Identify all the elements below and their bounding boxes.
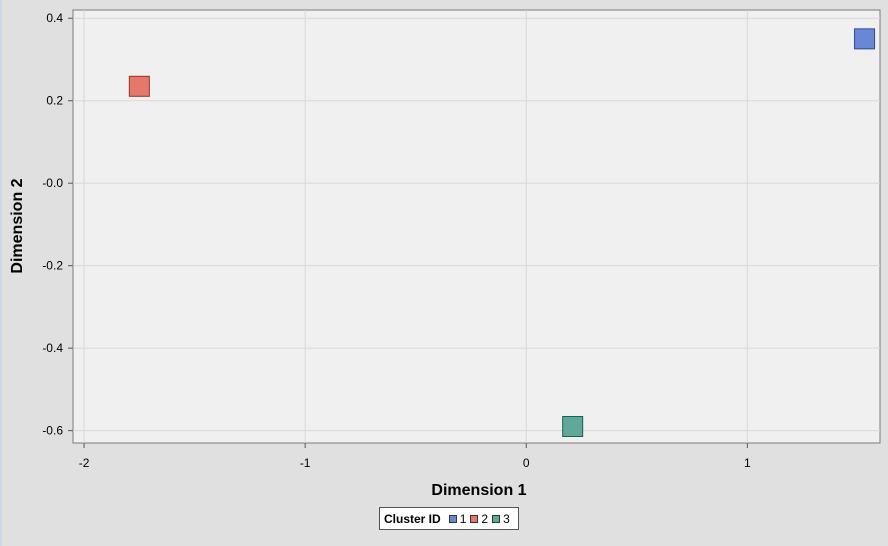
x-tick-label: -1 <box>300 456 311 470</box>
legend-entry-3: 3 <box>492 512 510 526</box>
x-tick-label: 1 <box>744 456 751 470</box>
y-tick-label: -0.4 <box>42 341 63 355</box>
legend-label: 3 <box>503 511 510 526</box>
x-tick-label: -2 <box>79 456 90 470</box>
plot-area <box>72 9 881 444</box>
y-tick-label: -0.2 <box>42 259 63 273</box>
legend-label: 1 <box>459 511 467 526</box>
legend-entry-1: 1 <box>448 511 467 526</box>
y-tick-label: -0.0 <box>42 176 63 190</box>
legend-label: 2 <box>481 511 489 526</box>
legend-swatch <box>492 514 501 523</box>
y-axis-title: Dimension 2 <box>9 178 26 273</box>
data-point-cluster-3 <box>562 416 584 438</box>
window-edge <box>0 0 2 546</box>
y-tick-label: 0.4 <box>46 11 63 25</box>
legend-swatch <box>470 514 479 523</box>
data-point-cluster-2 <box>128 75 150 97</box>
axis-ticks: -2 -1 0 1 0.4 0.2 -0.0 -0.2 -0.4 -0.6 <box>42 11 751 470</box>
data-points <box>128 28 876 438</box>
x-tick-label: 0 <box>523 456 530 470</box>
data-point-cluster-1 <box>854 28 876 50</box>
legend-title: Cluster ID <box>384 511 441 526</box>
y-tick-label: 0.2 <box>46 94 63 108</box>
grid-lines <box>73 10 880 443</box>
y-tick-label: -0.6 <box>42 424 63 438</box>
x-axis-title: Dimension 1 <box>431 482 526 499</box>
legend-swatch <box>448 514 457 523</box>
legend-entry-2: 2 <box>470 512 488 526</box>
